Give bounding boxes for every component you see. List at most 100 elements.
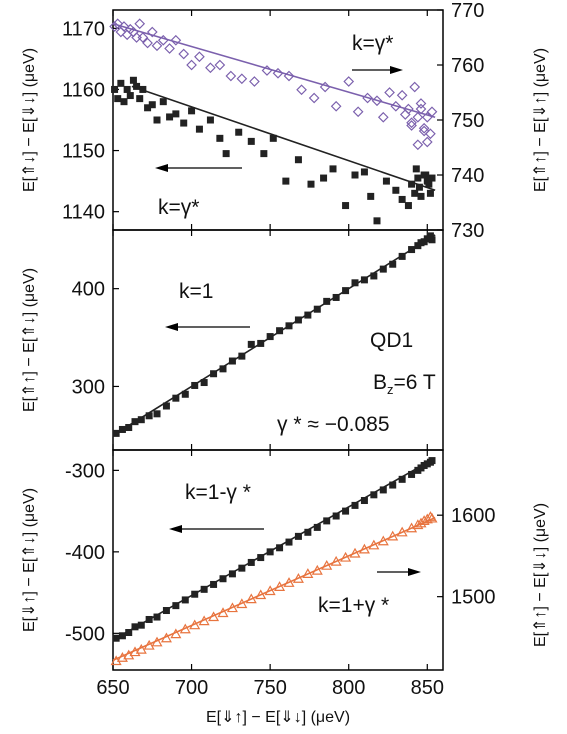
data-point — [225, 70, 237, 82]
data-point — [146, 26, 158, 38]
data-point — [426, 189, 434, 197]
data-point — [422, 171, 430, 179]
data-point — [398, 195, 406, 203]
data-point — [217, 607, 229, 618]
data-point — [195, 125, 203, 133]
data-point — [285, 538, 293, 546]
data-point — [257, 339, 265, 347]
data-point — [360, 497, 368, 505]
data-point — [332, 512, 340, 520]
data-point — [389, 481, 397, 489]
bottom-left-axis-label: E[⇓↑] − E[⇑↓] (μeV) — [21, 488, 38, 632]
data-point — [170, 34, 182, 46]
top-arrow-right-head — [390, 66, 403, 74]
data-point — [170, 628, 182, 639]
data-point — [377, 535, 389, 546]
data-point — [302, 568, 314, 578]
data-point — [180, 119, 188, 127]
data-point — [172, 602, 180, 610]
data-point — [409, 81, 421, 93]
data-point — [321, 559, 333, 570]
data-point — [285, 322, 293, 330]
data-point — [415, 183, 423, 191]
data-point — [112, 429, 120, 437]
data-point — [236, 598, 248, 609]
data-point — [392, 186, 400, 194]
data-point — [151, 40, 163, 52]
x-tick-label: 850 — [411, 677, 444, 699]
data-point — [191, 590, 199, 598]
data-point — [257, 554, 265, 562]
data-point — [135, 643, 147, 654]
data-point — [109, 21, 120, 32]
data-point — [162, 607, 170, 615]
data-point — [415, 103, 427, 115]
data-point — [313, 523, 321, 531]
data-point — [269, 134, 277, 142]
data-point — [370, 491, 378, 499]
data-point — [415, 98, 427, 109]
data-point — [294, 156, 302, 164]
data-point — [408, 180, 416, 188]
data-point — [414, 174, 422, 182]
data-point — [219, 575, 227, 583]
y-tick-label-middle-left: 300 — [72, 376, 105, 398]
data-point — [370, 272, 378, 280]
data-point — [292, 573, 304, 583]
data-point — [247, 558, 255, 566]
data-point — [294, 316, 302, 324]
x-tick-label: 700 — [175, 677, 208, 699]
data-point — [382, 177, 390, 185]
data-point — [294, 532, 302, 540]
data-point — [342, 202, 350, 210]
data-point — [216, 134, 224, 142]
field-label-prefix: B — [373, 371, 387, 394]
data-point — [131, 623, 139, 631]
data-point — [274, 581, 286, 591]
data-point — [343, 76, 355, 87]
data-point — [247, 137, 255, 145]
data-point — [264, 585, 276, 596]
y-tick-label-bottom-left: -500 — [65, 623, 105, 645]
data-point — [428, 174, 436, 182]
data-point — [125, 424, 133, 432]
data-point — [404, 202, 412, 210]
bottom-panel-frame — [112, 449, 444, 671]
data-point — [148, 101, 156, 109]
data-point — [139, 85, 147, 93]
top-right-axis-label: E[⇑↑] − E[⇓↑] (μeV) — [532, 48, 549, 192]
data-point — [276, 327, 284, 335]
data-point — [206, 116, 214, 124]
data-point — [283, 70, 295, 82]
data-point — [412, 165, 420, 173]
data-point — [172, 110, 180, 118]
data-point — [428, 457, 436, 465]
data-point — [379, 486, 387, 494]
data-point — [417, 192, 425, 200]
data-point — [342, 507, 350, 515]
x-axis-label: E[⇓↑] − E[⇓↓] (μeV) — [206, 709, 350, 726]
bottom-annotation-k-right: k=1+γ * — [318, 594, 389, 617]
data-point — [181, 596, 189, 604]
data-point — [398, 252, 406, 260]
data-point — [371, 95, 383, 107]
data-point — [144, 104, 152, 112]
y-tick-label-top-left: 1170 — [62, 18, 105, 40]
data-point — [160, 632, 172, 643]
data-point — [249, 76, 260, 87]
field-label-suffix: =6 T — [394, 371, 436, 394]
data-point — [428, 236, 436, 244]
data-point — [157, 34, 169, 46]
data-point — [117, 79, 125, 87]
y-tick-label-bottom-right: 1500 — [451, 587, 496, 609]
data-point — [342, 287, 350, 295]
data-point — [311, 564, 323, 575]
y-tick-label-top-right: 770 — [451, 0, 484, 22]
data-point — [398, 475, 406, 483]
data-point — [360, 276, 368, 284]
data-point — [304, 311, 312, 319]
data-point — [143, 639, 155, 650]
data-point — [266, 333, 274, 341]
data-point — [123, 85, 131, 93]
